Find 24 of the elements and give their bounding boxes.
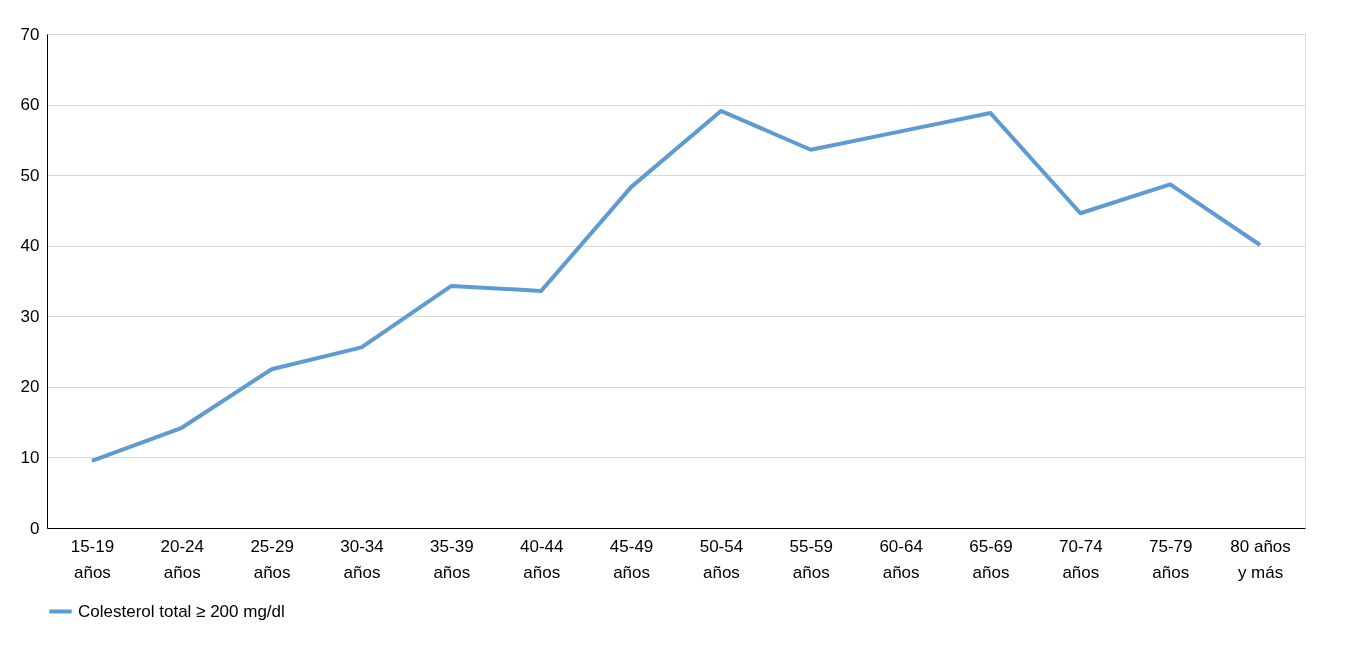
y-tick-label: 60 <box>20 95 40 115</box>
x-tick-label: 55-59 años <box>789 536 834 582</box>
x-tick-label: 75-79 años <box>1148 536 1193 582</box>
x-tick-label: 70-74 años <box>1059 536 1103 582</box>
y-tick-label: 20 <box>20 377 40 397</box>
line-series <box>89 108 1263 463</box>
x-tick-label: 65-69 años <box>969 536 1013 582</box>
x-tick-label: 35-39 años <box>430 536 474 582</box>
x-tick-label: 15-19 años <box>70 536 115 582</box>
y-tick-label: 40 <box>20 236 40 256</box>
x-tick-label: 60-64 años <box>879 536 923 582</box>
x-tick-label: 50-54 años <box>699 536 744 582</box>
y-tick-label: 70 <box>20 24 40 44</box>
y-tick-label: 10 <box>20 447 40 467</box>
x-tick-label: 30-34 años <box>340 536 384 582</box>
x-tick-label: 25-29 años <box>250 536 294 582</box>
y-tick-label: 50 <box>20 165 40 185</box>
x-tick-label: 20-24 años <box>160 536 205 582</box>
legend-label: Colesterol total ≥ 200 mg/dl <box>78 601 285 621</box>
x-tick-label: 80 años y más <box>1230 536 1291 582</box>
y-tick-label: 0 <box>30 518 40 538</box>
y-tick-label: 30 <box>20 306 40 326</box>
x-tick-label: 40-44 años <box>519 536 564 582</box>
x-tick-label: 45-49 años <box>609 536 654 582</box>
